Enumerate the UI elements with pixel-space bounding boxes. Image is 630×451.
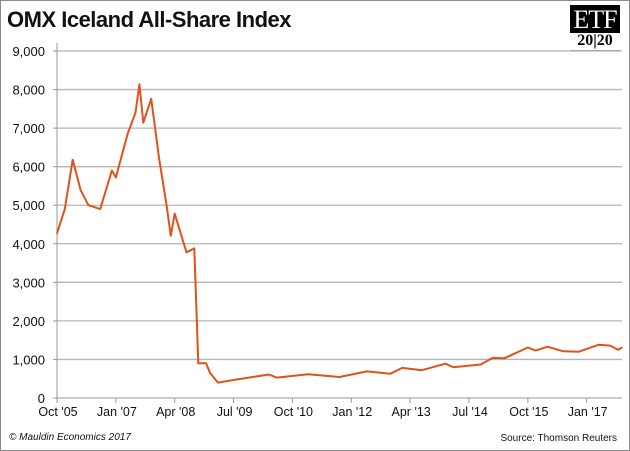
data-point bbox=[562, 350, 564, 353]
data-point bbox=[79, 189, 82, 191]
x-tick-label: Jul '09 bbox=[217, 405, 253, 419]
data-point bbox=[193, 247, 196, 250]
data-point bbox=[527, 346, 529, 349]
data-point bbox=[275, 376, 278, 379]
data-point bbox=[71, 158, 74, 161]
y-tick-label: 0 bbox=[38, 391, 45, 406]
data-point bbox=[491, 357, 494, 359]
data-point bbox=[197, 362, 200, 365]
data-point bbox=[366, 370, 368, 373]
data-point bbox=[173, 212, 176, 215]
x-tick-label: Apr '13 bbox=[392, 405, 431, 419]
y-tick-label: 7,000 bbox=[12, 121, 45, 136]
x-tick-label: Oct '15 bbox=[509, 405, 548, 419]
data-point bbox=[134, 111, 137, 114]
data-point bbox=[617, 349, 619, 351]
data-point bbox=[138, 83, 141, 85]
x-tick-label: Oct '10 bbox=[274, 405, 313, 419]
x-tick-label: Jan '07 bbox=[97, 405, 137, 419]
copyright-text: © Mauldin Economics 2017 bbox=[9, 432, 131, 443]
data-point bbox=[115, 176, 117, 179]
data-point bbox=[142, 121, 145, 124]
logo-bottom: 20|20 bbox=[577, 32, 613, 49]
data-point bbox=[64, 208, 66, 210]
data-point bbox=[621, 346, 623, 349]
data-point bbox=[158, 156, 160, 159]
y-tick-label: 1,000 bbox=[12, 352, 45, 367]
data-point bbox=[597, 343, 600, 346]
data-point bbox=[578, 350, 580, 353]
data-point bbox=[99, 208, 101, 210]
data-point bbox=[87, 204, 90, 207]
logo-top: ETF bbox=[570, 5, 620, 34]
x-tick-label: Apr '08 bbox=[156, 405, 195, 419]
data-point bbox=[609, 344, 612, 347]
data-point bbox=[503, 357, 506, 360]
x-tick-label: Jan '12 bbox=[332, 405, 372, 419]
chart-title: OMX Iceland All-Share Index bbox=[7, 7, 291, 32]
data-point bbox=[452, 366, 455, 368]
data-point bbox=[169, 234, 172, 237]
data-point bbox=[217, 381, 219, 384]
y-tick-label: 5,000 bbox=[12, 198, 45, 213]
data-point bbox=[205, 362, 207, 365]
data-point bbox=[421, 369, 423, 372]
data-point bbox=[185, 251, 188, 254]
x-tick-label: Oct '05 bbox=[38, 405, 77, 419]
data-point bbox=[232, 379, 235, 381]
y-tick-label: 9,000 bbox=[12, 44, 45, 59]
data-point bbox=[444, 362, 447, 365]
source-text: Source: Thomson Reuters bbox=[500, 433, 617, 444]
y-tick-label: 4,000 bbox=[12, 237, 45, 252]
y-tick-label: 8,000 bbox=[12, 83, 45, 98]
y-tick-label: 3,000 bbox=[12, 275, 45, 290]
data-point bbox=[56, 232, 58, 235]
data-point bbox=[307, 373, 309, 376]
data-point bbox=[150, 98, 152, 100]
data-point bbox=[209, 372, 211, 374]
data-point bbox=[268, 373, 270, 376]
data-point bbox=[338, 376, 341, 378]
data-point bbox=[479, 363, 482, 366]
data-point bbox=[546, 345, 549, 348]
data-point bbox=[111, 169, 113, 172]
data-point bbox=[534, 349, 537, 352]
y-tick-label: 6,000 bbox=[12, 160, 45, 175]
data-point bbox=[389, 372, 392, 375]
etf2020-logo: ETF 20|20 bbox=[570, 5, 620, 51]
index-line bbox=[56, 83, 623, 384]
data-point bbox=[126, 133, 129, 135]
data-point bbox=[401, 367, 404, 369]
x-tick-label: Jul '14 bbox=[452, 405, 488, 419]
x-tick-label: Jan '17 bbox=[568, 405, 608, 419]
y-tick-label: 2,000 bbox=[12, 314, 45, 329]
data-point bbox=[166, 206, 168, 209]
